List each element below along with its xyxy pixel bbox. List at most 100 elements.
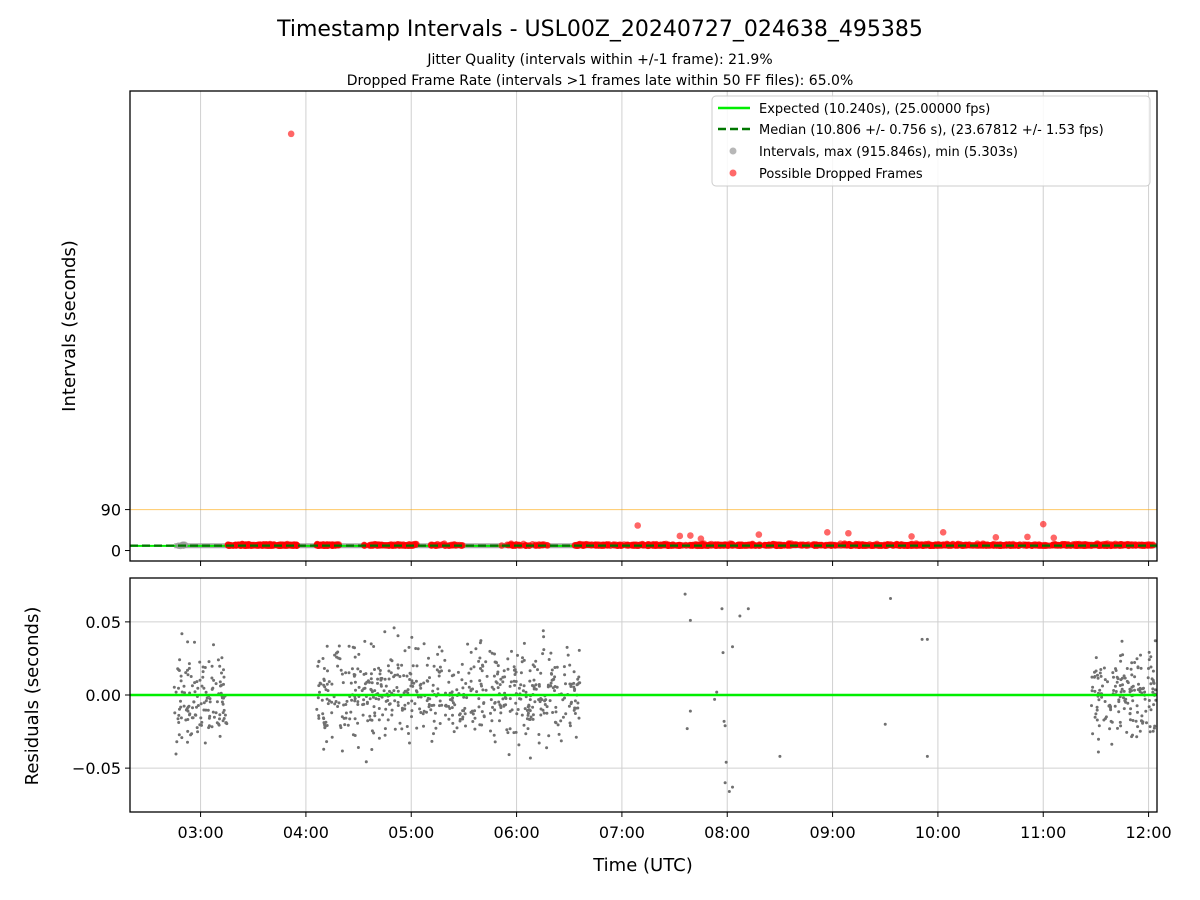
residual-point [553, 689, 556, 693]
residual-point [177, 686, 180, 690]
residual-point [330, 700, 334, 704]
residual-point [521, 656, 524, 660]
residual-point [359, 670, 362, 673]
residual-point [431, 689, 435, 693]
residual-point [202, 686, 206, 690]
residual-point [531, 705, 535, 709]
residual-point [481, 663, 484, 667]
residual-point [374, 697, 378, 701]
residual-point [722, 719, 726, 723]
residual-point [340, 672, 344, 676]
residual-point [1113, 684, 1117, 688]
residual-point [1108, 727, 1112, 731]
residual-point [356, 703, 360, 706]
residual-point [537, 741, 541, 745]
residual-point [347, 671, 351, 675]
residual-point [488, 649, 492, 653]
legend: Expected (10.240s), (25.00000 fps) Media… [711, 95, 1151, 187]
residual-point [1136, 710, 1139, 714]
residual-point [204, 699, 208, 703]
residual-point [1103, 700, 1107, 703]
residual-point [223, 713, 227, 717]
residual-point [530, 684, 534, 687]
residual-point [506, 731, 510, 735]
residual-point [322, 667, 326, 670]
dropped-frame-point [855, 542, 862, 549]
residual-point [563, 696, 566, 700]
residual-point [353, 734, 357, 737]
residual-point [551, 711, 555, 714]
dropped-frame-outlier [676, 532, 684, 540]
residual-point [388, 689, 391, 693]
residual-point [462, 695, 466, 699]
residual-point [344, 711, 348, 715]
residual-point [545, 705, 549, 709]
residual-point [208, 714, 212, 718]
residual-point [504, 697, 508, 700]
residual-point [200, 723, 203, 727]
residual-point [218, 734, 222, 738]
residual-point [377, 707, 381, 710]
residual-point [406, 701, 410, 705]
residual-point [576, 701, 580, 705]
residual-point [455, 726, 459, 730]
dropped-frame-point [940, 541, 948, 549]
residual-point [318, 681, 322, 685]
residual-point [195, 726, 199, 730]
residual-point [432, 732, 435, 736]
residual-point [525, 709, 529, 712]
residual-point [322, 683, 326, 687]
dropped-frame-point [512, 541, 520, 548]
residuals-y-tick-label: 0.05 [85, 613, 121, 632]
residual-point [366, 719, 370, 723]
residual-point [368, 697, 372, 701]
residual-point [1114, 690, 1118, 693]
residual-point [1138, 729, 1142, 733]
residual-point [361, 713, 365, 717]
dropped-frame-outlier [634, 522, 642, 529]
residual-point [553, 666, 557, 669]
residual-point [1094, 712, 1098, 716]
residual-point [522, 658, 526, 662]
residual-point [542, 635, 546, 639]
residual-point [338, 657, 342, 661]
residual-point [172, 685, 176, 689]
residual-point [186, 668, 189, 672]
dropped-frame-point [256, 541, 264, 549]
residual-point [1110, 742, 1114, 746]
residual-point [187, 666, 191, 670]
residual-point [421, 712, 425, 716]
residual-point [177, 713, 181, 717]
residual-point [1147, 650, 1151, 654]
residual-point [362, 698, 366, 702]
residual-point [499, 677, 503, 681]
residual-point [1122, 689, 1126, 693]
residual-point [723, 781, 727, 785]
residual-point [731, 785, 735, 789]
residual-point [467, 685, 471, 689]
residual-point [489, 729, 492, 733]
residual-point [387, 669, 391, 673]
residual-point [1102, 666, 1106, 670]
residual-point [1100, 695, 1104, 699]
residual-point [570, 700, 573, 704]
residual-point [186, 705, 190, 709]
dropped-frame-outlier [845, 529, 852, 537]
dropped-frame-point [999, 542, 1007, 549]
residual-point [1091, 685, 1095, 689]
residual-point [174, 752, 178, 756]
residual-point [323, 725, 327, 729]
residual-point [491, 705, 494, 709]
residual-point [456, 670, 460, 674]
residual-point [1096, 750, 1100, 754]
residual-point [373, 689, 377, 693]
residual-point [322, 747, 326, 751]
residual-point [1131, 699, 1135, 703]
residual-point [448, 707, 452, 710]
residual-point [577, 716, 581, 720]
residual-point [1153, 688, 1157, 692]
legend-intervals-swatch [729, 147, 737, 155]
dropped-frame-point [1012, 542, 1019, 549]
dropped-frame-outlier [908, 533, 915, 540]
residual-point [469, 679, 473, 683]
